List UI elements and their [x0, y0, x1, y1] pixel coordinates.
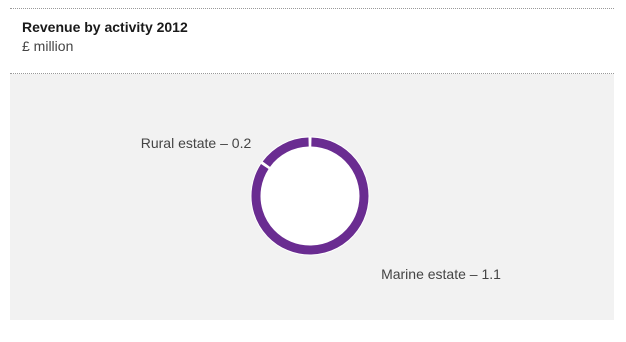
chart-title: Revenue by activity 2012	[22, 19, 188, 35]
slice-label-marine-estate: Marine estate – 1.1	[381, 266, 501, 282]
plot-area: Rural estate – 0.2 Marine estate – 1.1	[10, 74, 614, 320]
slice-label-rural-estate: Rural estate – 0.2	[141, 135, 252, 151]
donut-hole	[261, 147, 359, 245]
top-divider	[10, 8, 614, 9]
donut-slice-rural-estate	[262, 137, 309, 167]
header-divider	[10, 73, 614, 74]
donut-chart: Rural estate – 0.2 Marine estate – 1.1	[141, 135, 501, 282]
donut-slice-marine-estate	[251, 137, 369, 255]
chart-subtitle: £ million	[22, 38, 74, 54]
chart-header: Revenue by activity 2012 £ million	[10, 0, 614, 74]
chart-card: Revenue by activity 2012 £ million Rural…	[10, 0, 614, 342]
